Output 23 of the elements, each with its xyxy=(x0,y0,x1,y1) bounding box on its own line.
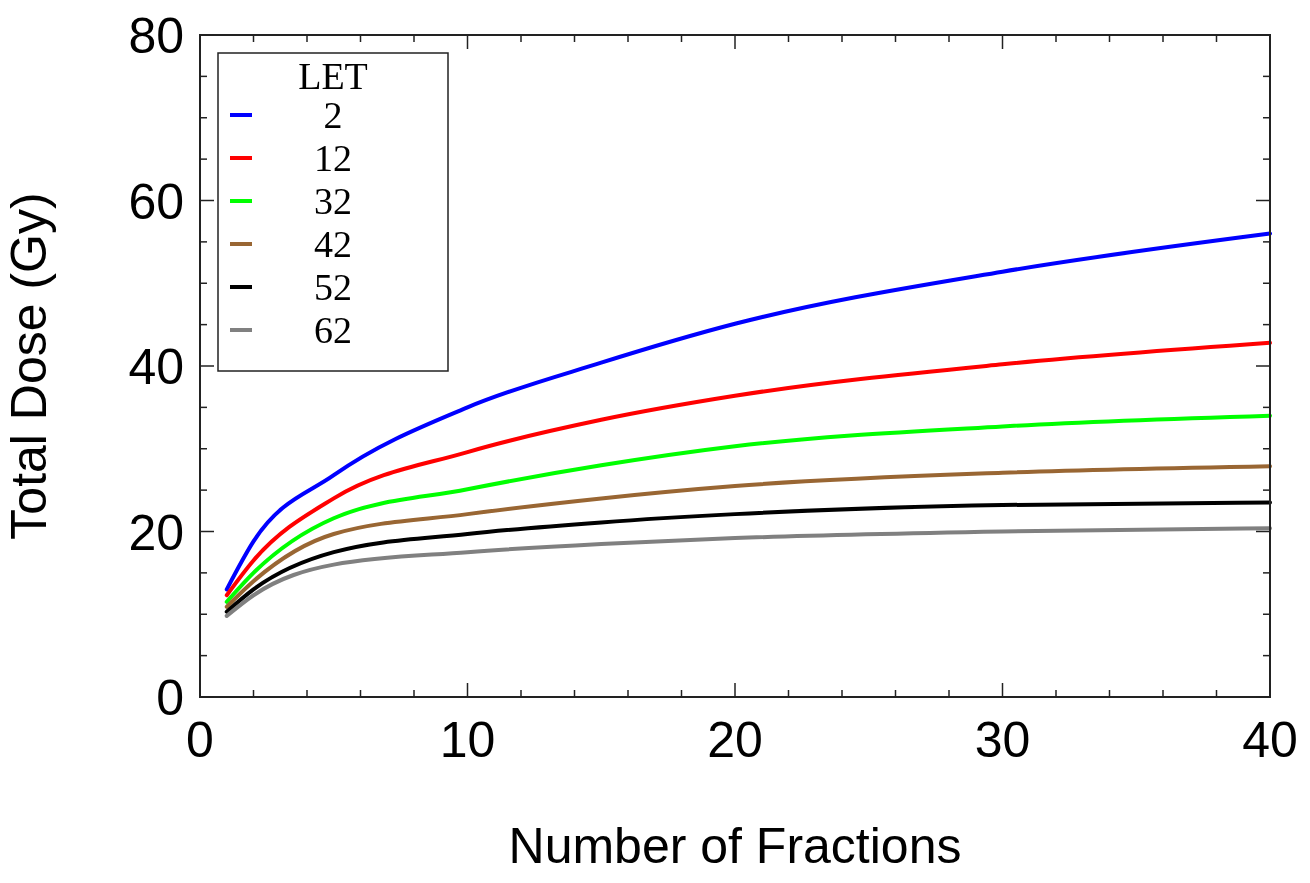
x-tick-label: 40 xyxy=(1242,712,1298,768)
line-series xyxy=(224,464,1272,609)
y-tick-label: 0 xyxy=(156,670,184,726)
y-axis-title: Total Dose (Gy) xyxy=(1,192,57,540)
legend-label: 52 xyxy=(314,266,352,308)
legend-label: 62 xyxy=(314,309,352,351)
y-tick-label: 60 xyxy=(128,173,184,230)
line-series xyxy=(224,413,1272,604)
x-axis-title: Number of Fractions xyxy=(508,818,962,874)
legend-label: 2 xyxy=(323,94,343,136)
line-series xyxy=(224,526,1272,618)
legend-label: 12 xyxy=(314,137,352,179)
legend-title: LET xyxy=(298,55,368,97)
x-tick-label: 10 xyxy=(439,712,496,768)
y-tick-label: 20 xyxy=(128,504,184,561)
legend-label: 42 xyxy=(314,223,352,265)
y-tick-label: 80 xyxy=(128,8,184,64)
line-series xyxy=(224,231,1272,592)
x-tick-label: 20 xyxy=(707,712,763,768)
line-series xyxy=(224,500,1272,614)
y-tick-label: 40 xyxy=(128,339,184,395)
legend-label: 32 xyxy=(314,180,352,222)
x-tick-label: 30 xyxy=(974,712,1031,768)
